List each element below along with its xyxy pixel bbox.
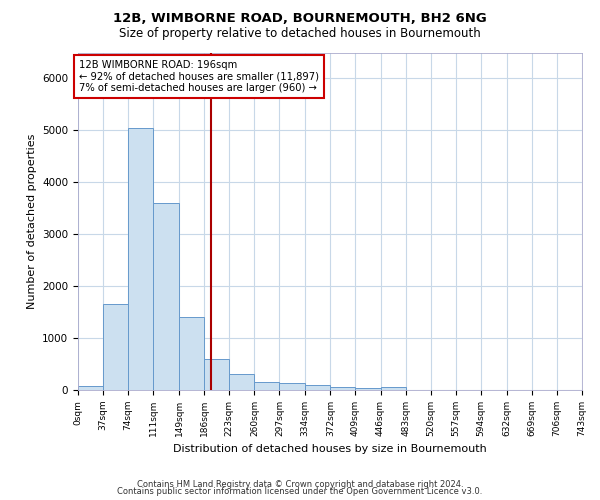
Text: Size of property relative to detached houses in Bournemouth: Size of property relative to detached ho… [119,28,481,40]
Bar [179,318,204,390]
Bar [254,382,280,390]
Text: 12B, WIMBORNE ROAD, BOURNEMOUTH, BH2 6NG: 12B, WIMBORNE ROAD, BOURNEMOUTH, BH2 6NG [113,12,487,26]
X-axis label: Distribution of detached houses by size in Bournemouth: Distribution of detached houses by size … [173,444,487,454]
Bar [229,374,254,390]
Bar [153,203,179,390]
Text: Contains HM Land Registry data © Crown copyright and database right 2024.: Contains HM Land Registry data © Crown c… [137,480,463,489]
Text: Contains public sector information licensed under the Open Government Licence v3: Contains public sector information licen… [118,487,482,496]
Bar [280,382,305,390]
Bar [78,386,103,390]
Bar [128,128,153,390]
Bar [355,388,380,390]
Bar [103,304,128,390]
Bar [204,359,229,390]
Text: 12B WIMBORNE ROAD: 196sqm
← 92% of detached houses are smaller (11,897)
7% of se: 12B WIMBORNE ROAD: 196sqm ← 92% of detac… [79,60,319,94]
Bar [331,387,355,390]
Y-axis label: Number of detached properties: Number of detached properties [26,134,37,309]
Bar [380,388,406,390]
Bar [305,385,331,390]
